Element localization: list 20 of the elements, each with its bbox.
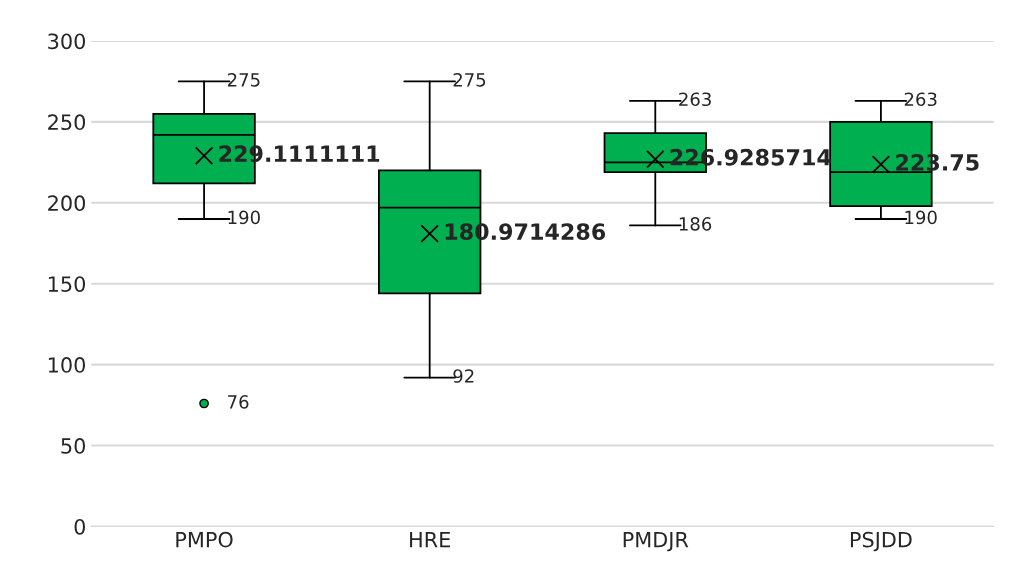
y-tick-label: 150 xyxy=(48,276,86,292)
y-tick-label: 250 xyxy=(48,114,86,131)
annotation: 275 xyxy=(227,72,260,87)
y-tick-label: 50 xyxy=(61,438,86,454)
annotation: 275 xyxy=(453,72,486,87)
annotation: 76 xyxy=(228,395,249,409)
x-tick-label: PMPO xyxy=(176,531,233,548)
x-tick-label: PSJDD xyxy=(850,531,912,552)
annotation: 263 xyxy=(679,92,711,107)
annotation: 186 xyxy=(679,217,712,231)
y-tick-label: 0 xyxy=(74,518,86,535)
y-tick-label: 300 xyxy=(48,33,86,50)
y-tick-label: 200 xyxy=(48,195,86,212)
annotation: 263 xyxy=(904,92,937,107)
annotation: 92 xyxy=(453,369,474,383)
annotation: 190 xyxy=(905,210,937,225)
x-tick-label: HRE xyxy=(410,532,450,548)
y-tick-label: 100 xyxy=(48,357,86,373)
annotation: 190 xyxy=(228,210,260,225)
x-tick-label: PMDJR xyxy=(623,532,689,552)
